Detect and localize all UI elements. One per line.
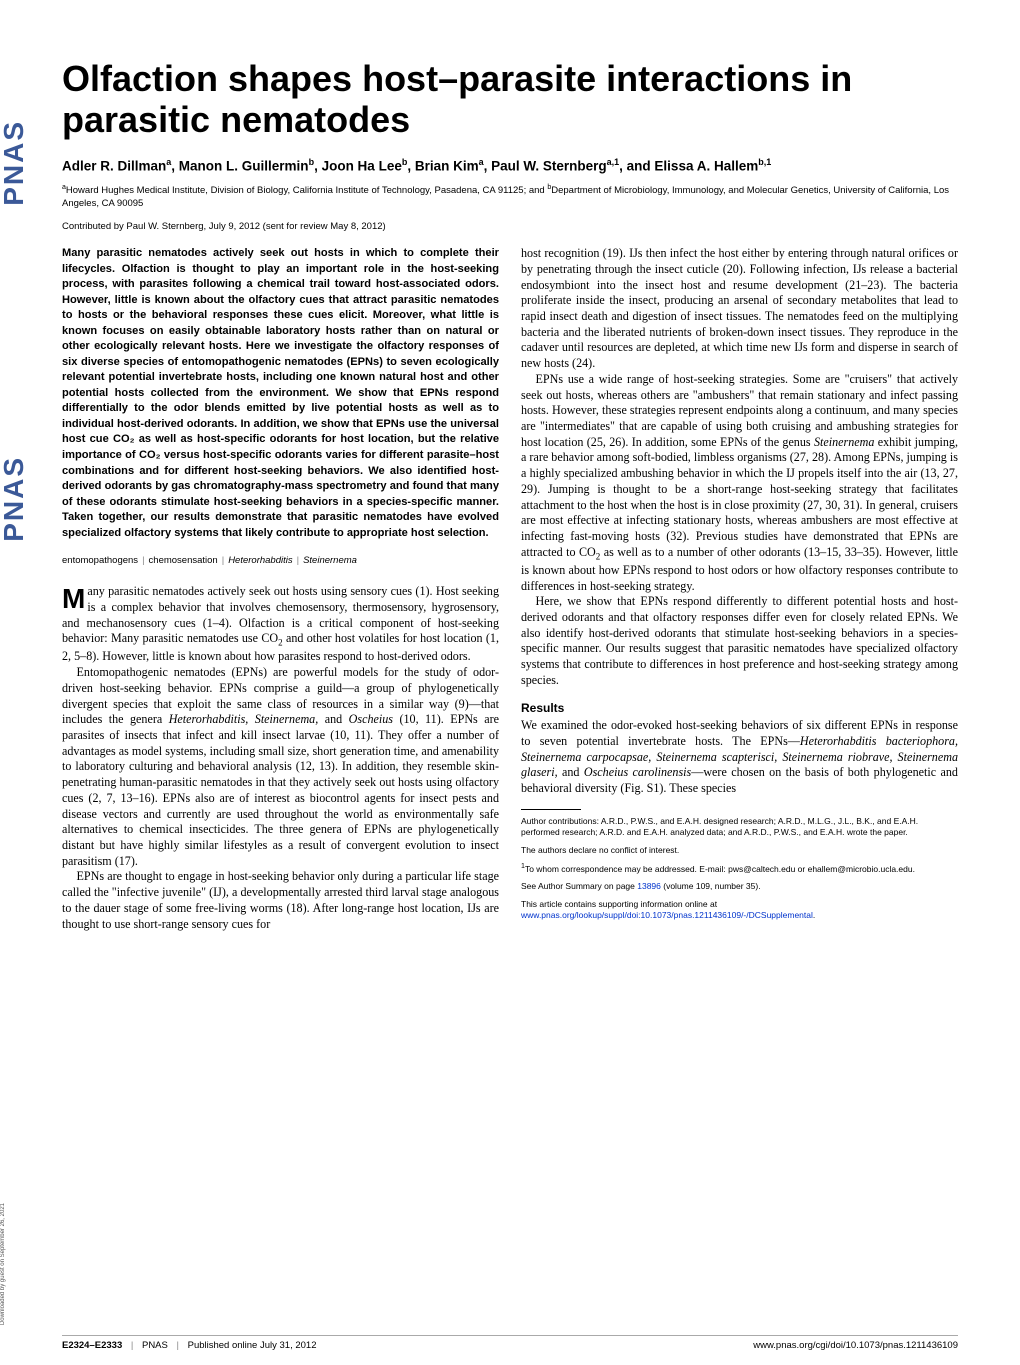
paragraph: We examined the odor-evoked host-seeking…	[521, 718, 958, 797]
footnote-supplemental: This article contains supporting informa…	[521, 899, 958, 922]
abstract: Many parasitic nematodes actively seek o…	[62, 246, 499, 541]
journal-name: PNAS	[142, 1340, 168, 1351]
article-title: Olfaction shapes host–parasite interacti…	[62, 58, 958, 141]
footnotes: Author contributions: A.R.D., P.W.S., an…	[521, 816, 958, 922]
publish-date: Published online July 31, 2012	[188, 1340, 317, 1351]
paragraph: EPNs are thought to engage in host-seeki…	[62, 869, 499, 932]
paragraph: host recognition (19). IJs then infect t…	[521, 246, 958, 372]
section-heading-results: Results	[521, 701, 958, 717]
paragraph: Many parasitic nematodes actively seek o…	[62, 584, 499, 665]
footer-right: www.pnas.org/cgi/doi/10.1073/pnas.121143…	[753, 1340, 958, 1351]
footer-left: E2324–E2333 | PNAS | Published online Ju…	[62, 1340, 316, 1351]
contributed-line: Contributed by Paul W. Sternberg, July 9…	[62, 221, 958, 232]
right-column: host recognition (19). IJs then infect t…	[521, 246, 958, 932]
keyword: chemosensation	[149, 555, 218, 566]
affiliations: aHoward Hughes Medical Institute, Divisi…	[62, 183, 958, 211]
author-list: Adler R. Dillmana, Manon L. Guillerminb,…	[62, 157, 958, 174]
keyword: Heterorhabditis	[228, 555, 292, 566]
footnote-correspondence: 1To whom correspondence may be addressed…	[521, 862, 958, 875]
keyword: entomopathogens	[62, 555, 138, 566]
two-column-layout: Many parasitic nematodes actively seek o…	[62, 246, 958, 932]
journal-sidebar: PNAS PNAS Downloaded by guest on Septemb…	[0, 0, 28, 1365]
paragraph: EPNs use a wide range of host-seeking st…	[521, 372, 958, 594]
body-text-left: Many parasitic nematodes actively seek o…	[62, 584, 499, 932]
paragraph: Here, we show that EPNs respond differen…	[521, 594, 958, 688]
pnas-logo-icon: PNAS	[0, 120, 30, 206]
keyword: Steinernema	[303, 555, 357, 566]
page-range: E2324–E2333	[62, 1340, 122, 1351]
footnote-conflict: The authors declare no conflict of inter…	[521, 845, 958, 856]
paragraph: Entomopathogenic nematodes (EPNs) are po…	[62, 665, 499, 869]
page-footer: E2324–E2333 | PNAS | Published online Ju…	[62, 1335, 958, 1351]
footnote-summary: See Author Summary on page 13896 (volume…	[521, 881, 958, 892]
download-notice: Downloaded by guest on September 26, 202…	[0, 1203, 6, 1325]
pnas-logo-icon: PNAS	[0, 456, 30, 542]
body-text-right: host recognition (19). IJs then infect t…	[521, 246, 958, 797]
keywords-line: entomopathogens|chemosensation|Heterorha…	[62, 555, 499, 566]
left-column: Many parasitic nematodes actively seek o…	[62, 246, 499, 932]
article-page: Olfaction shapes host–parasite interacti…	[62, 58, 958, 1335]
footnote-rule	[521, 809, 581, 810]
footnote-contributions: Author contributions: A.R.D., P.W.S., an…	[521, 816, 958, 839]
